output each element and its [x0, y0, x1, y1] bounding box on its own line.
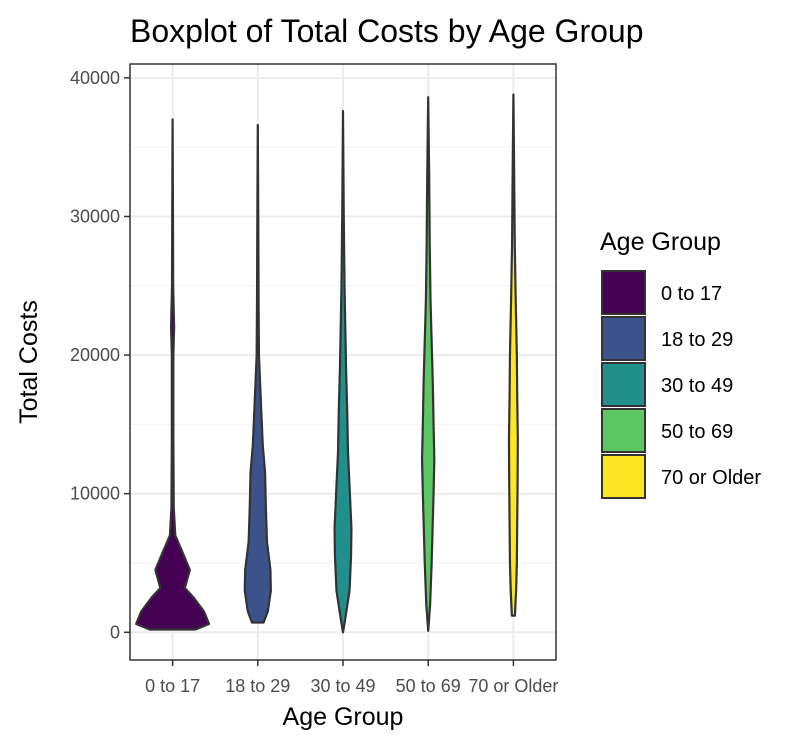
x-axis-title: Age Group: [283, 703, 404, 731]
y-tick-label: 30000: [70, 206, 120, 226]
x-tick-label: 50 to 69: [396, 676, 461, 696]
violin-0-to-17: [135, 118, 211, 631]
violin-70-or-older: [507, 93, 519, 617]
violin-18-to-29: [243, 123, 272, 624]
legend-swatch: [601, 270, 646, 315]
x-tick-label: 0 to 17: [145, 676, 200, 696]
y-tick-label: 40000: [70, 68, 120, 88]
legend-title: Age Group: [600, 228, 721, 256]
legend-label: 50 to 69: [661, 421, 733, 443]
plot-panel: [129, 63, 557, 661]
legend: Age Group 0 to 17 18 to 29 30 to 49 50 to 6…: [600, 228, 761, 499]
legend-swatch: [601, 454, 646, 499]
legend-label: 30 to 49: [661, 375, 733, 397]
x-tick-label: 30 to 49: [310, 676, 375, 696]
legend-swatch: [601, 362, 646, 407]
legend-label: 70 or Older: [661, 467, 761, 489]
y-tick-label: 10000: [70, 484, 120, 504]
x-tick-label: 70 or Older: [468, 676, 558, 696]
legend-label: 0 to 17: [661, 283, 722, 305]
x-tick-label: 18 to 29: [225, 676, 290, 696]
x-axis: 0 to 17 18 to 29 30 to 49 50 to 69 70 or Old…: [145, 660, 558, 696]
legend-label: 18 to 29: [661, 329, 733, 351]
violins: [135, 93, 519, 634]
violin-50-to-69: [420, 96, 436, 632]
y-tick-label: 0: [110, 622, 120, 642]
legend-swatch: [601, 408, 646, 453]
chart-title: Boxplot of Total Costs by Age Group: [130, 13, 643, 49]
legend-swatch: [601, 316, 646, 361]
violin-30-to-49: [333, 110, 353, 634]
y-axis-title: Total Costs: [15, 300, 43, 424]
legend-items: 0 to 17 18 to 29 30 to 49 50 to 69 70 or Old…: [601, 270, 761, 499]
y-axis: 0 10000 20000 30000 40000: [70, 68, 130, 642]
y-tick-label: 20000: [70, 345, 120, 365]
